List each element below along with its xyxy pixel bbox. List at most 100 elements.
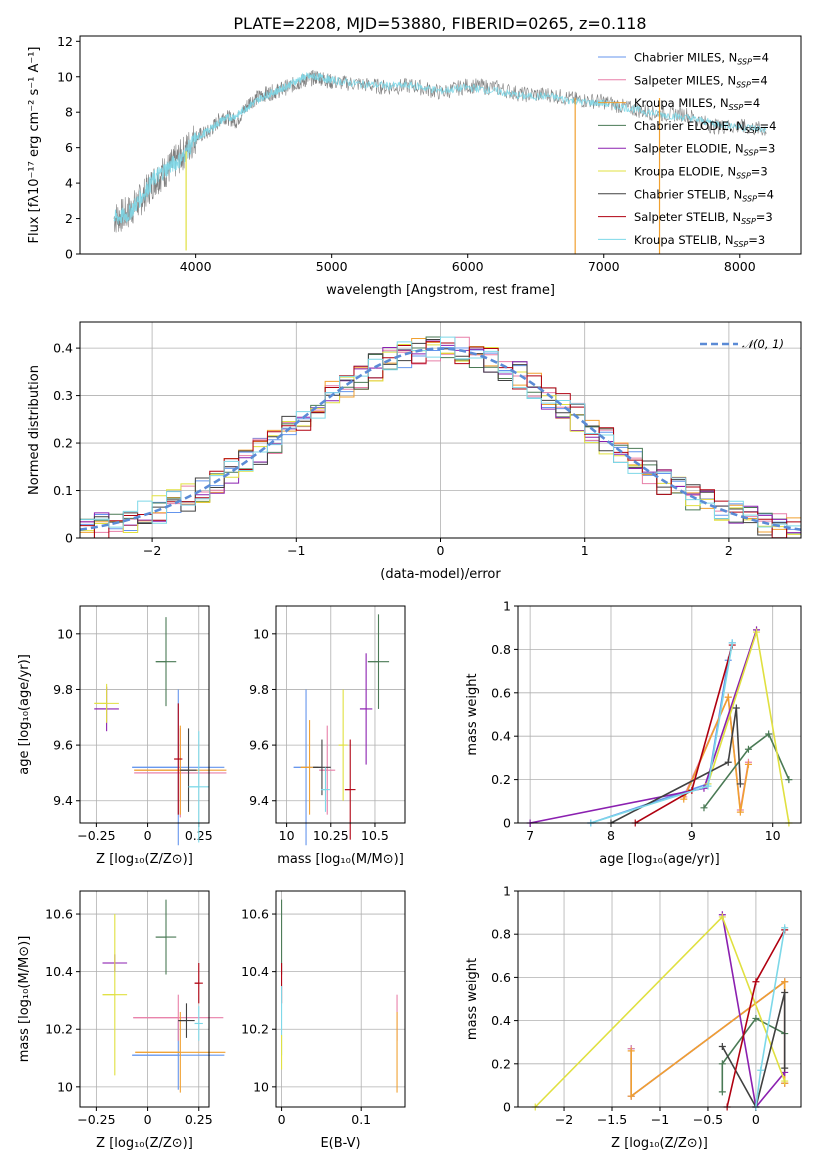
residuals-ylabel: Normed distribution — [27, 365, 42, 495]
figure-title: PLATE=2208, MJD=53880, FIBERID=0265, z=0… — [233, 14, 646, 33]
error-point — [367, 614, 390, 709]
panel-weight-vs-Z: −2 −1.5 −1 −0.5 0 0 0.2 0.4 0.6 0.8 1 Z [log₁₀(Z/Z⊙… — [465, 884, 802, 1151]
weight-point-marker — [736, 808, 744, 816]
error-point — [102, 914, 128, 1076]
x-tick-label: 8000 — [724, 259, 756, 274]
weight-series-line — [703, 732, 790, 809]
plot-area — [102, 899, 226, 1093]
weight-point-marker — [718, 1043, 726, 1051]
error-point — [94, 683, 119, 723]
x-tick-label: 7000 — [588, 259, 620, 274]
spectrum-series-line — [113, 71, 767, 225]
x-tick-label: −0.25 — [77, 1112, 115, 1127]
y-tick-label: 0.3 — [53, 388, 73, 403]
legend-entry: Salpeter MILES, NSSP=4 — [634, 73, 768, 89]
x-tick-label: 10 — [765, 828, 781, 843]
weight-vs-age-ylabel: mass weight — [465, 673, 480, 755]
y-tick-label: 0.4 — [491, 729, 511, 744]
x-tick-label: −1 — [287, 543, 305, 558]
x-tick-label: 2 — [725, 543, 733, 558]
legend-entry: Salpeter ELODIE, NSSP=3 — [634, 142, 775, 158]
plot-area — [531, 911, 789, 1111]
y-tick-label: 0 — [65, 247, 73, 262]
legend-entry: Kroupa ELODIE, NSSP=3 — [634, 165, 768, 181]
y-tick-label: 10.4 — [241, 964, 269, 979]
error-point — [338, 689, 348, 801]
y-tick-label: 10.6 — [241, 907, 269, 922]
x-tick-label: 0.1 — [351, 1112, 371, 1127]
axes-frame — [79, 890, 210, 1108]
plot-area — [293, 614, 390, 846]
x-tick-label: 8 — [607, 828, 615, 843]
mass-vs-Z-xlabel: Z [log₁₀(Z/Z⊙)] — [96, 1136, 193, 1151]
error-point — [321, 767, 330, 812]
weight-point-marker — [728, 639, 736, 647]
y-tick-label: 10 — [57, 69, 73, 84]
x-tick-label: 0 — [752, 1112, 760, 1127]
panel-mass-vs-Z: −0.25 0 0.25 10 10.2 10.4 10.6 Z [log₁₀(Z/Z⊙)] m… — [17, 890, 226, 1151]
panel-mass-vs-EBV: 0 0.1 10 10.2 10.4 10.6 E(B-V) — [241, 890, 406, 1151]
plot-area — [113, 69, 767, 254]
weight-series-line — [529, 629, 758, 824]
y-tick-label: 10 — [253, 626, 269, 641]
weight-point-marker — [752, 978, 760, 986]
error-point — [194, 1006, 203, 1041]
x-tick-label: −0.25 — [77, 828, 115, 843]
x-tick-label: 1 — [581, 543, 589, 558]
weight-point-marker — [704, 782, 712, 790]
error-point — [359, 653, 373, 765]
y-tick-label: 10.6 — [45, 907, 73, 922]
error-point — [313, 739, 331, 796]
weight-series-line — [683, 694, 750, 813]
legend-entry: Salpeter STELIB, NSSP=3 — [634, 210, 773, 226]
weight-point-marker — [781, 978, 789, 986]
x-tick-label: 10.5 — [361, 828, 389, 843]
error-point — [180, 728, 197, 812]
x-tick-label: 0 — [437, 543, 445, 558]
y-tick-label: 2 — [65, 211, 73, 226]
y-tick-label: 0.4 — [53, 341, 73, 356]
legend: Chabrier MILES, NSSP=4 Salpeter MILES, NS… — [598, 51, 776, 249]
y-tick-label: 10 — [57, 626, 73, 641]
spectrum-series-line — [113, 69, 767, 233]
weight-point-marker — [736, 780, 744, 788]
weight-point-marker — [732, 704, 740, 712]
weight-point-marker — [781, 989, 789, 997]
normal-reference-curve — [79, 347, 802, 531]
y-tick-label: 10.2 — [241, 1022, 269, 1037]
x-tick-label: −1 — [651, 1112, 669, 1127]
plot-area — [79, 336, 802, 539]
plot-area — [94, 617, 227, 846]
weight-point-marker — [718, 1088, 726, 1096]
weight-point-marker — [765, 730, 773, 738]
weight-point-marker — [718, 1060, 726, 1068]
histogram-series — [80, 336, 801, 528]
spectrum-ylabel: Flux [fλ10⁻¹⁷ erg cm⁻² s⁻¹ A⁻¹] — [27, 47, 42, 244]
legend-entry: Kroupa MILES, NSSP=4 — [634, 96, 760, 112]
weight-point-marker — [785, 776, 793, 784]
weight-point-marker — [752, 1014, 760, 1022]
y-tick-label: 9.4 — [53, 793, 73, 808]
legend-entry: Kroupa STELIB, NSSP=3 — [634, 233, 765, 249]
y-tick-label: 1 — [503, 599, 511, 614]
panel-age-vs-mass: 10 10.25 10.5 9.4 9.6 9.8 10 mass [log₁₀(M/M⊙)] — [249, 605, 406, 867]
legend-entry: Chabrier STELIB, NSSP=4 — [634, 187, 774, 203]
panel-residuals: −2 −1 0 1 2 0 0.1 0.2 0.3 0.4 (data-model)/error No… — [27, 321, 802, 582]
weight-point-marker — [744, 745, 752, 753]
y-tick-label: 10 — [253, 1079, 269, 1094]
weight-point-marker — [627, 1047, 635, 1055]
y-tick-label: 9.8 — [53, 682, 73, 697]
weight-point-marker — [753, 628, 761, 636]
axes-frame — [517, 605, 802, 824]
y-tick-label: 8 — [65, 105, 73, 120]
weight-point-marker — [718, 913, 726, 921]
error-point — [174, 703, 183, 815]
error-point — [135, 1011, 226, 1093]
y-tick-label: 0.8 — [491, 642, 511, 657]
error-point — [194, 963, 203, 1004]
y-tick-label: 0.6 — [491, 685, 511, 700]
weight-vs-Z-ylabel: mass weight — [465, 958, 480, 1040]
x-tick-label: −2 — [555, 1112, 573, 1127]
